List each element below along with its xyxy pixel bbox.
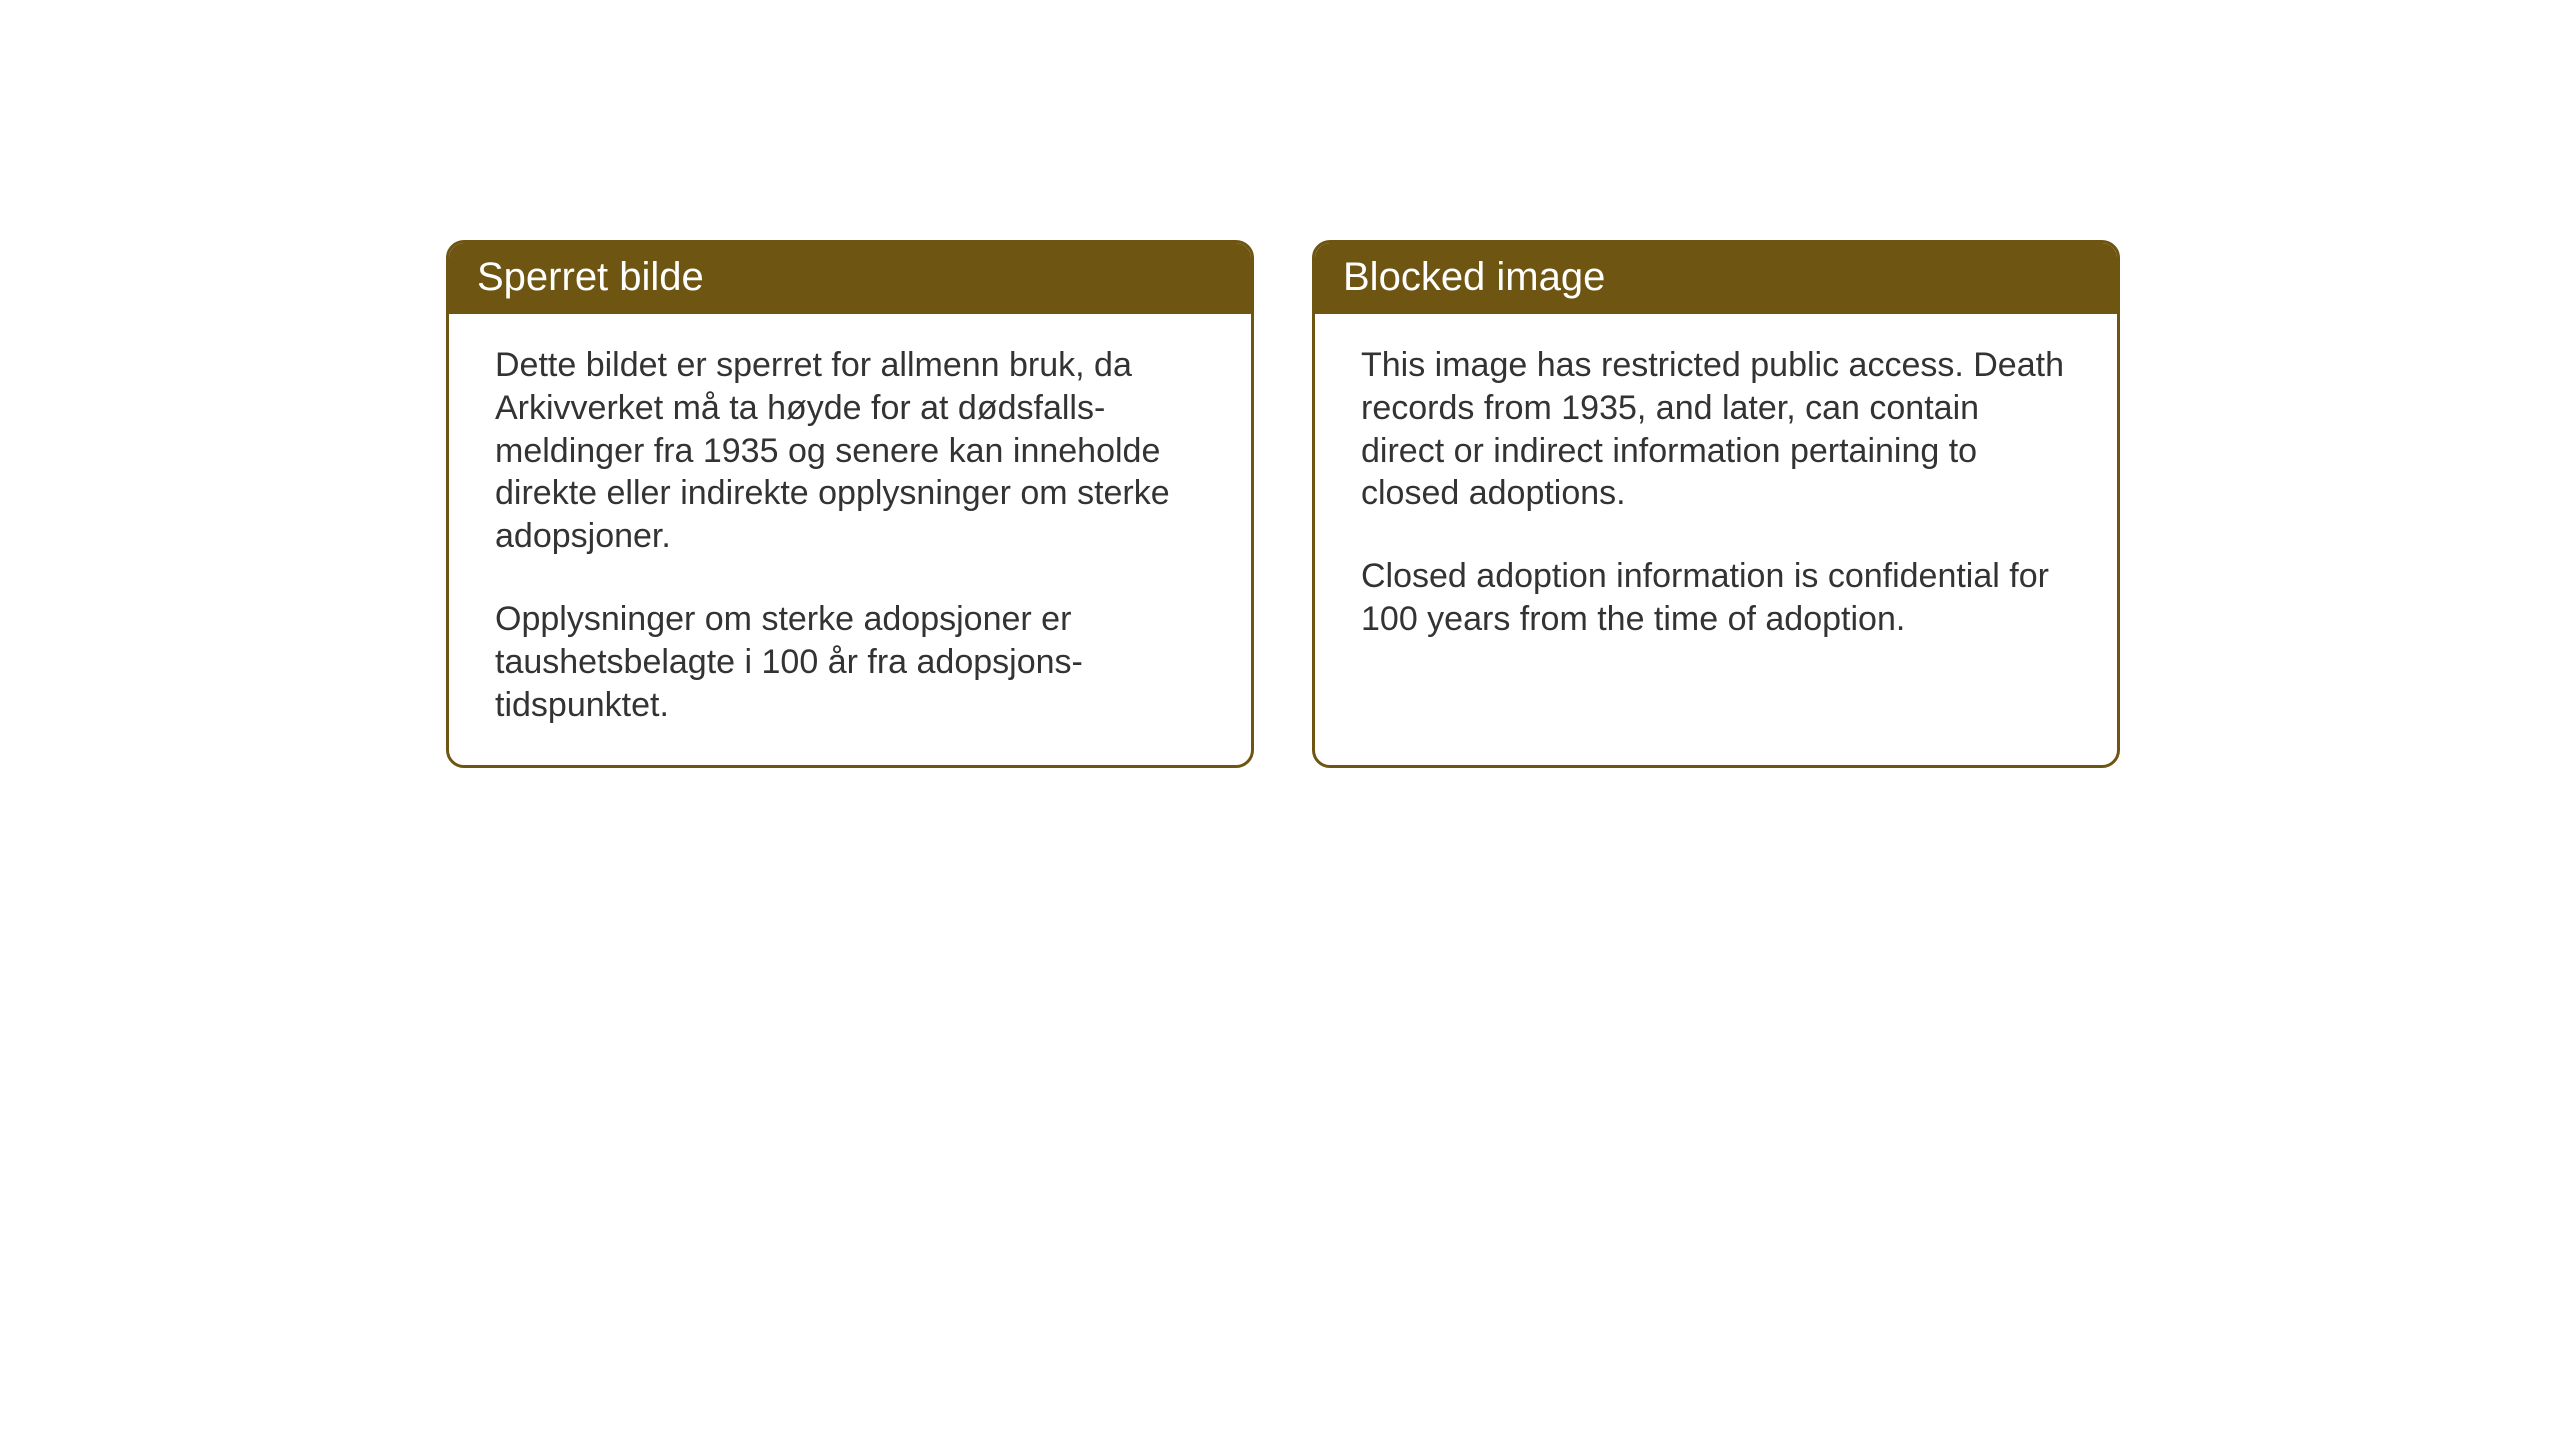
card-title-norwegian: Sperret bilde (449, 243, 1251, 314)
card-paragraph-1-norwegian: Dette bildet er sperret for allmenn bruk… (495, 344, 1205, 558)
card-body-english: This image has restricted public access.… (1315, 314, 2117, 679)
notice-card-english: Blocked image This image has restricted … (1312, 240, 2120, 768)
card-paragraph-2-norwegian: Opplysninger om sterke adopsjoner er tau… (495, 598, 1205, 726)
notice-card-norwegian: Sperret bilde Dette bildet er sperret fo… (446, 240, 1254, 768)
card-title-english: Blocked image (1315, 243, 2117, 314)
notice-container: Sperret bilde Dette bildet er sperret fo… (0, 0, 2560, 768)
card-paragraph-2-english: Closed adoption information is confident… (1361, 555, 2071, 641)
card-paragraph-1-english: This image has restricted public access.… (1361, 344, 2071, 515)
card-body-norwegian: Dette bildet er sperret for allmenn bruk… (449, 314, 1251, 765)
